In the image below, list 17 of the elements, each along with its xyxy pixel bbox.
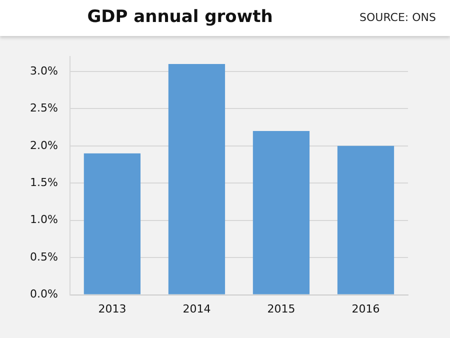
x-tick-label: 2013 — [98, 302, 126, 316]
y-tick-label: 1.5% — [30, 176, 58, 190]
bar — [84, 153, 141, 294]
x-tick-label: 2015 — [267, 302, 296, 316]
y-tick-label: 0.5% — [30, 250, 58, 264]
bar — [168, 64, 226, 294]
y-tick-label: 0.0% — [30, 288, 58, 301]
y-tick-label: 1.0% — [30, 213, 58, 226]
y-tick-label: 2.0% — [30, 138, 58, 152]
x-tick-label: 2014 — [182, 302, 211, 316]
y-tick-label: 3.0% — [30, 64, 58, 78]
y-tick-label: 2.5% — [30, 102, 58, 115]
x-tick-label: 2016 — [352, 302, 380, 316]
bar — [252, 131, 310, 294]
chart-title: GDP annual growth — [86, 7, 274, 27]
bar — [337, 146, 394, 294]
source-note: SOURCE: ONS — [360, 11, 436, 24]
